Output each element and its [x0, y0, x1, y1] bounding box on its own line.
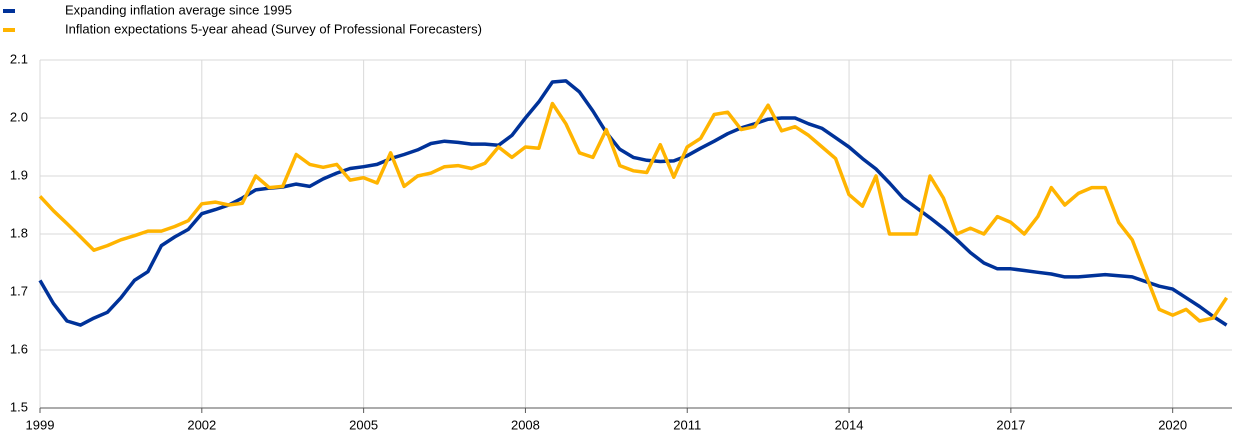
series-line: [38, 79, 1228, 327]
y-tick-label: 2.1: [10, 51, 28, 66]
legend-swatch: [3, 28, 15, 32]
series-line: [38, 101, 1229, 323]
x-tick-label: 2002: [187, 417, 216, 432]
y-tick-label: 1.5: [10, 399, 28, 414]
legend-swatch: [3, 9, 15, 13]
y-tick-label: 2.0: [10, 109, 28, 124]
x-tick-label: 2017: [996, 417, 1025, 432]
x-tick-label: 1999: [26, 417, 55, 432]
y-tick-label: 1.7: [10, 283, 28, 298]
x-tick-label: 2008: [511, 417, 540, 432]
y-tick-label: 1.8: [10, 225, 28, 240]
legend-label: Expanding inflation average since 1995: [65, 2, 292, 17]
x-tick-label: 2014: [835, 417, 864, 432]
y-tick-label: 1.6: [10, 341, 28, 356]
y-tick-label: 1.9: [10, 167, 28, 182]
legend-label: Inflation expectations 5-year ahead (Sur…: [65, 21, 482, 36]
x-tick-label: 2020: [1158, 417, 1187, 432]
x-tick-label: 2011: [673, 417, 701, 432]
x-tick-label: 2005: [349, 417, 378, 432]
